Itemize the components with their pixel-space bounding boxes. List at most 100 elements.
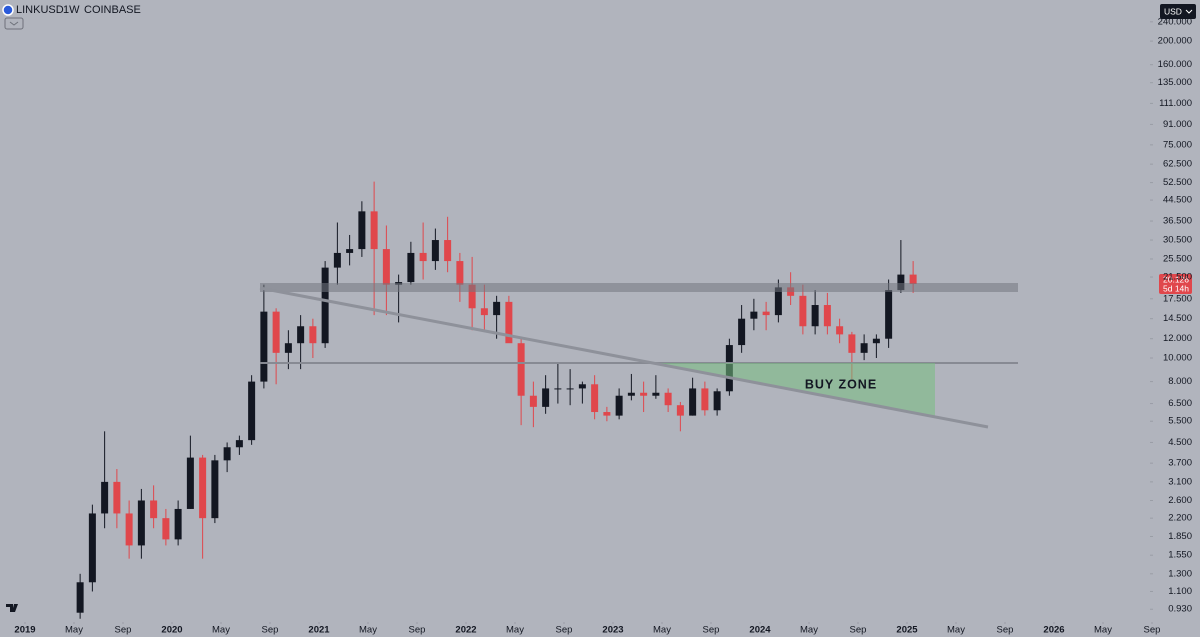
- y-tick-label: 1.850: [1168, 531, 1192, 542]
- x-tick-label: 2021: [308, 625, 330, 636]
- countdown: 5d 14h: [1163, 283, 1189, 293]
- y-tick-label: 4.500: [1168, 437, 1192, 448]
- x-tick-label: May: [65, 625, 83, 636]
- candle-body: [260, 311, 268, 382]
- candle-body: [542, 388, 550, 407]
- collapse-button[interactable]: [4, 17, 24, 30]
- candle-body: [554, 388, 562, 390]
- candle-body: [431, 240, 439, 262]
- candle-body: [517, 343, 525, 396]
- y-tick-label: 111.000: [1159, 98, 1192, 109]
- x-tick-label: Sep: [1144, 625, 1161, 636]
- candle-body: [885, 290, 893, 339]
- candle-body: [162, 518, 170, 540]
- currency-button[interactable]: [1160, 4, 1196, 19]
- candle-body: [701, 388, 709, 411]
- candle-body: [309, 326, 317, 344]
- x-tick-label: May: [506, 625, 524, 636]
- y-tick-label: 2.200: [1168, 513, 1192, 524]
- y-tick-label: 2.600: [1168, 495, 1192, 506]
- currency: USD: [1164, 6, 1182, 16]
- candle-body: [407, 252, 415, 283]
- x-tick-label: Sep: [997, 625, 1014, 636]
- candle-body: [505, 301, 513, 344]
- y-tick-label: 135.000: [1158, 77, 1192, 88]
- drawings: BUY ZONE: [259, 283, 1018, 429]
- candle-body: [101, 481, 109, 514]
- candle-body: [346, 249, 354, 253]
- candle-body: [272, 311, 280, 353]
- candle-body: [823, 305, 831, 327]
- exchange: COINBASE: [84, 4, 141, 16]
- candle-body: [529, 395, 537, 407]
- interval[interactable]: 1W: [63, 4, 80, 16]
- y-tick-label: 5.500: [1168, 416, 1192, 427]
- symbol-logo: [2, 4, 14, 16]
- candle-body: [211, 460, 219, 519]
- y-tick-label: 0.930: [1168, 604, 1192, 615]
- x-tick-label: May: [947, 625, 965, 636]
- candle-body: [297, 326, 305, 344]
- x-tick-label: 2023: [602, 625, 623, 636]
- candle-body: [909, 274, 917, 285]
- y-tick-label: 160.000: [1158, 59, 1192, 70]
- y-tick-label: 62.500: [1163, 159, 1192, 170]
- y-tick-label: 25.500: [1163, 253, 1192, 264]
- last-price: 20.126: [1163, 274, 1189, 284]
- x-tick-label: 2025: [896, 625, 918, 636]
- candle-body: [713, 391, 721, 411]
- price-tag-box: [1159, 274, 1192, 295]
- candle-body: [186, 457, 194, 509]
- candle-body: [199, 457, 207, 519]
- price-tag: 20.126 5d 14h: [1159, 274, 1192, 295]
- candle-body: [799, 295, 807, 327]
- x-tick-label: 2024: [749, 625, 771, 636]
- currency-caret: [1185, 9, 1193, 14]
- x-tick-label: Sep: [703, 625, 720, 636]
- x-tick-label: May: [1094, 625, 1112, 636]
- y-tick-label: 8.000: [1168, 376, 1192, 387]
- x-tick-label: Sep: [115, 625, 132, 636]
- y-tick-label: 6.500: [1168, 398, 1192, 409]
- x-tick-label: Sep: [262, 625, 279, 636]
- y-tick-label: 1.550: [1168, 550, 1192, 561]
- candle-body: [444, 240, 452, 262]
- candles: [76, 181, 917, 619]
- y-tick-label: 75.000: [1163, 139, 1192, 150]
- candle-body: [150, 500, 158, 519]
- y-tick-label: 91.000: [1163, 119, 1192, 130]
- y-tick-label: 12.000: [1163, 333, 1192, 344]
- candle-body: [88, 513, 96, 583]
- x-tick-label: Sep: [556, 625, 573, 636]
- candle-body: [76, 582, 84, 613]
- x-tick-label: Sep: [409, 625, 426, 636]
- x-tick-label: May: [212, 625, 230, 636]
- y-tick-label: 14.500: [1163, 313, 1192, 324]
- candle-body: [382, 249, 390, 285]
- candle-body: [591, 384, 599, 413]
- candle-body: [603, 412, 611, 416]
- candle-body: [689, 388, 697, 416]
- y-tick-label: 1.300: [1168, 568, 1192, 579]
- y-tick-label: 30.500: [1163, 235, 1192, 246]
- candle-body: [468, 284, 476, 309]
- x-tick-label: May: [359, 625, 377, 636]
- x-tick-label: May: [800, 625, 818, 636]
- x-tick-label: May: [653, 625, 671, 636]
- annotation: BUY ZONE: [805, 377, 877, 391]
- candle-body: [664, 392, 672, 406]
- candle-body: [774, 287, 782, 316]
- y-tick-label: 200.000: [1158, 36, 1192, 47]
- candle-body: [738, 318, 746, 346]
- symbol: LINKUSD: [16, 4, 64, 16]
- candle-body: [456, 261, 464, 285]
- candle-body: [676, 405, 684, 416]
- candle-body: [762, 311, 770, 316]
- candle-body: [333, 252, 341, 268]
- candle-body: [113, 481, 121, 514]
- collapse-icon: [9, 21, 19, 26]
- candle-body: [284, 343, 292, 353]
- candle-body: [137, 500, 145, 546]
- candle-body: [493, 301, 501, 316]
